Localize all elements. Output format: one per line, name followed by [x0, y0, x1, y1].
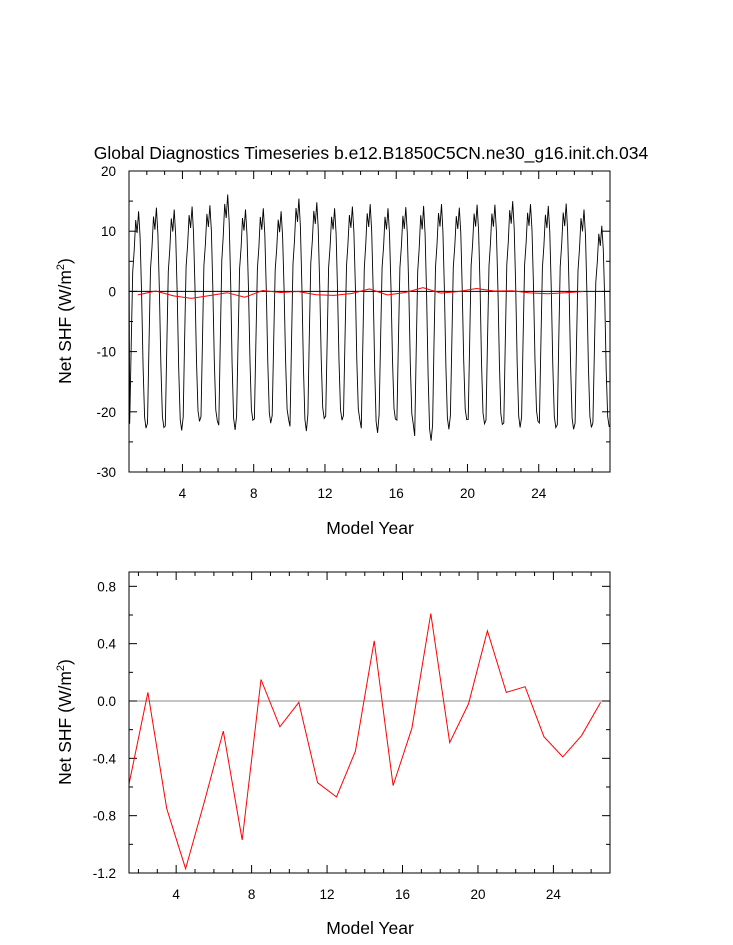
top-y-tick-label: 10 — [101, 224, 116, 239]
bottom-x-axis-label: Model Year — [326, 918, 414, 938]
bottom-y-axis-label-base: Net SHF (W/m — [55, 671, 75, 785]
bottom-x-tick-label: 4 — [172, 887, 180, 902]
top-y-axis-label-close: ) — [55, 258, 75, 264]
bottom-y-axis-label: Net SHF (W/m2) — [55, 659, 75, 785]
bottom-x-tick-label: 16 — [395, 887, 410, 902]
top-x-tick-label: 20 — [460, 486, 475, 501]
bottom-x-tick-label: 8 — [248, 887, 256, 902]
bottom-x-tick-label: 20 — [470, 887, 485, 902]
bottom-x-tick-label: 12 — [320, 887, 335, 902]
top-y-axis-label-base: Net SHF (W/m — [55, 270, 75, 384]
bottom-y-tick-label: 0.0 — [97, 694, 116, 709]
top-x-tick-label: 12 — [317, 486, 332, 501]
bottom-plot-frame — [128, 571, 611, 874]
top-x-tick-label: 16 — [389, 486, 404, 501]
bottom-y-tick-label: -0.4 — [93, 751, 117, 766]
annual-panel: Model Year Net SHF (W/m2) 0.8 0.4 0.0 -0.4 -… — [55, 571, 611, 938]
top-y-tick-label: -30 — [96, 465, 116, 480]
top-y-tick-label: -10 — [96, 345, 116, 360]
top-y-axis-label: Net SHF (W/m2) — [55, 258, 75, 384]
top-y-tick-label: -20 — [96, 405, 116, 420]
bottom-y-tick-label: 0.4 — [97, 637, 116, 652]
top-x-tick-label: 4 — [179, 486, 187, 501]
bottom-y-tick-label: -1.2 — [93, 866, 116, 881]
annual-series-line — [128, 613, 602, 871]
top-y-axis-label-sup: 2 — [55, 264, 67, 270]
top-y-tick-label: 0 — [108, 284, 116, 299]
bottom-y-tick-label: -0.8 — [93, 809, 116, 824]
top-x-tick-label: 24 — [531, 486, 547, 501]
top-y-tick-label: 20 — [101, 164, 116, 179]
bottom-y-axis-label-sup: 2 — [55, 665, 67, 671]
chart-title: Global Diagnostics Timeseries b.e12.B185… — [94, 143, 649, 164]
top-plot-frame — [128, 170, 611, 473]
top-x-axis-label: Model Year — [326, 518, 414, 538]
bottom-y-axis-label-close: ) — [55, 659, 75, 665]
bottom-x-tick-label: 24 — [546, 887, 562, 902]
monthly-series-line — [128, 194, 610, 441]
top-x-tick-label: 8 — [250, 486, 258, 501]
annual-series-line-top — [137, 287, 584, 299]
bottom-y-tick-label: 0.8 — [97, 579, 116, 594]
monthly-panel: Model Year Net SHF (W/m2) 20 10 0 -10 -20 -30… — [55, 164, 611, 538]
